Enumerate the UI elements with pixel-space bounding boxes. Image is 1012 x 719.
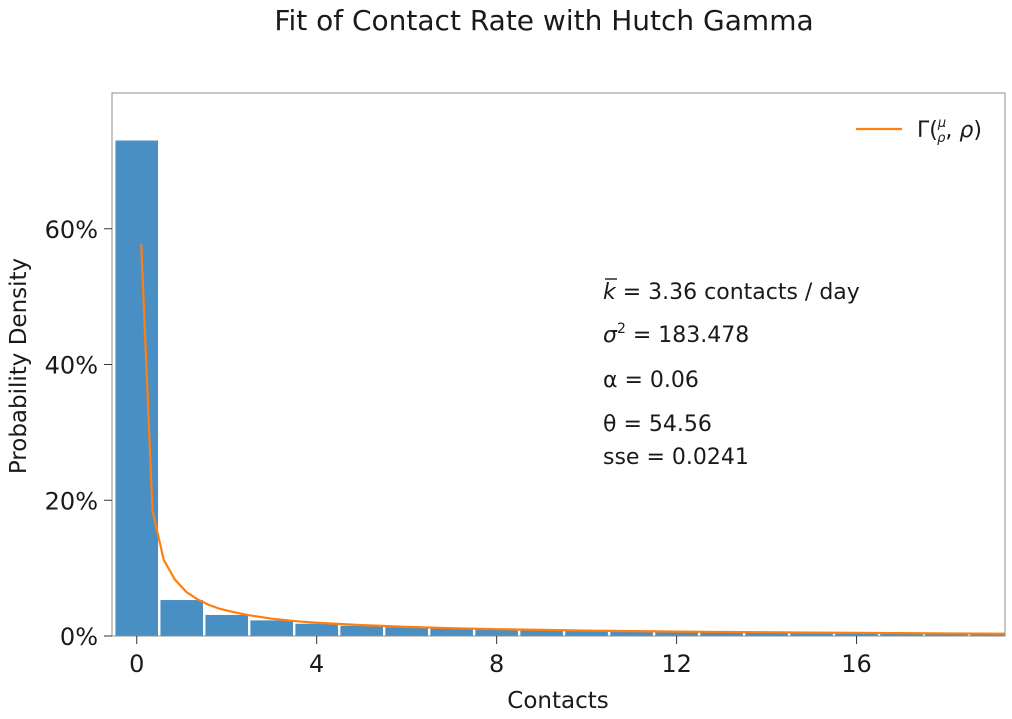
legend: Γ(μ ρ, ρ)	[856, 116, 982, 146]
theta-label: θ = 54.56	[603, 412, 712, 437]
variance-label: σ2 = 183.478	[603, 321, 749, 348]
legend-label: Γ(μ ρ, ρ)	[917, 116, 982, 146]
y-tick-label: 60%	[45, 216, 98, 244]
x-tick-label: 8	[489, 650, 504, 678]
y-axis: 0% 20% 40% 60%	[45, 216, 112, 651]
histogram-bar	[835, 632, 878, 636]
y-tick-label: 20%	[45, 487, 98, 515]
x-tick-label: 4	[309, 650, 324, 678]
sse-label: sse = 0.0241	[603, 445, 749, 470]
histogram-bar	[970, 633, 1005, 636]
histogram-bar	[115, 140, 159, 636]
histogram-bar	[430, 628, 473, 636]
bar-series	[115, 140, 1005, 636]
histogram-bar	[385, 627, 428, 636]
x-axis-label: Contacts	[507, 688, 608, 714]
histogram-bar	[340, 625, 383, 636]
histogram-bar	[610, 631, 653, 636]
mean-annotation: k = 3.36 contacts / day	[603, 278, 860, 305]
alpha-label: α = 0.06	[603, 368, 699, 393]
y-axis-label: Probability Density	[6, 258, 32, 474]
histogram-bar	[250, 620, 293, 636]
y-tick-label: 0%	[60, 623, 98, 651]
histogram-bar	[790, 632, 833, 636]
y-tick-label: 40%	[45, 352, 98, 380]
histogram-bar	[295, 623, 338, 636]
histogram-bar	[160, 600, 204, 636]
histogram-bar	[745, 632, 788, 636]
histogram-bar	[205, 614, 249, 636]
x-tick-label: 12	[661, 650, 692, 678]
variance-value: = 183.478	[626, 323, 749, 348]
x-tick-label: 16	[841, 650, 872, 678]
chart-title: Fit of Contact Rate with Hutch Gamma	[274, 4, 813, 37]
plot-frame	[111, 92, 1006, 637]
gamma-fit-line	[140, 244, 1006, 635]
histogram-bar	[925, 633, 968, 636]
histogram-bar	[475, 629, 518, 636]
histogram-bar	[520, 629, 563, 636]
histogram-bar	[655, 631, 698, 636]
x-tick-label: 0	[129, 650, 144, 678]
histogram-bar	[880, 633, 923, 636]
x-axis: 0 4 8 12 16	[129, 636, 872, 678]
histogram-bar	[565, 630, 608, 636]
mean-label: k = 3.36 contacts / day	[603, 280, 860, 305]
mean-value: = 3.36 contacts / day	[616, 280, 860, 305]
histogram-bar	[700, 631, 743, 636]
fit-statistics: k = 3.36 contacts / day σ2 = 183.478 α =…	[603, 278, 860, 470]
